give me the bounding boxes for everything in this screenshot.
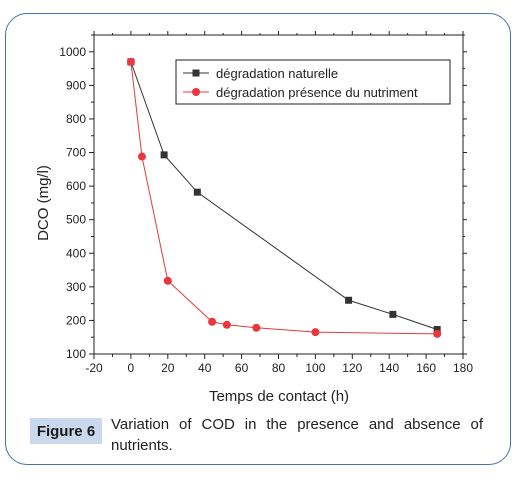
legend-marker-square <box>192 69 200 77</box>
x-tick-label: 60 <box>235 361 249 375</box>
data-point-square <box>389 310 397 318</box>
figure-frame <box>5 13 511 465</box>
x-axis-label: Temps de contact (h) <box>209 388 349 405</box>
data-point-circle <box>433 329 442 338</box>
data-point-square <box>433 325 441 333</box>
axis-ticks: -20 0 20 40 60 80 100 120 140 160 180 100 200 300 400 5… <box>59 31 473 375</box>
y-tick-label: 100 <box>66 347 86 361</box>
y-axis-label: DCO (mg/l) <box>35 165 52 241</box>
x-tick-label: 140 <box>379 361 399 375</box>
data-point-circle <box>252 323 261 332</box>
legend-label: dégradation naturelle <box>216 66 338 81</box>
data-point-circle <box>137 152 146 161</box>
y-tick-label: 600 <box>66 179 86 193</box>
figure-caption: Variation of COD in the presence and abs… <box>111 416 483 454</box>
series-2 <box>126 57 442 338</box>
x-tick-label: 20 <box>161 361 175 375</box>
series-line <box>130 61 438 335</box>
series-line <box>130 61 438 330</box>
y-tick-label: 1000 <box>59 45 86 59</box>
x-tick-label: 80 <box>272 361 286 375</box>
y-tick-label: 800 <box>66 112 86 126</box>
y-tick-label: 300 <box>66 280 86 294</box>
x-tick-label: 40 <box>198 361 212 375</box>
x-tick-label: 180 <box>453 361 473 375</box>
x-tick-label: -20 <box>85 361 103 375</box>
x-tick-label: 0 <box>128 361 135 375</box>
data-point-circle <box>222 320 231 329</box>
y-tick-label: 700 <box>66 146 86 160</box>
legend-box <box>175 59 451 105</box>
legend-marker-circle <box>192 88 200 96</box>
x-tick-label: 100 <box>305 361 325 375</box>
chart: -20 0 20 40 60 80 100 120 140 160 180 100 200 300 400 5… <box>35 31 473 405</box>
data-point-circle <box>208 317 217 326</box>
y-tick-label: 400 <box>66 246 86 260</box>
legend-label: dégradation présence du nutriment <box>216 85 418 100</box>
y-tick-label: 500 <box>66 213 86 227</box>
data-point-square <box>193 188 201 196</box>
data-point-circle <box>311 328 320 337</box>
series-layer <box>126 57 442 338</box>
y-tick-label: 900 <box>66 78 86 92</box>
data-point-square <box>160 151 168 159</box>
data-point-square <box>345 296 353 304</box>
x-tick-label: 160 <box>416 361 436 375</box>
data-point-circle <box>126 57 135 66</box>
figure-label: Figure 6 <box>30 418 102 444</box>
y-tick-label: 200 <box>66 313 86 327</box>
x-tick-label: 120 <box>342 361 362 375</box>
data-point-circle <box>163 276 172 285</box>
legend: dégradation naturelle dégradation présenc… <box>175 59 451 105</box>
